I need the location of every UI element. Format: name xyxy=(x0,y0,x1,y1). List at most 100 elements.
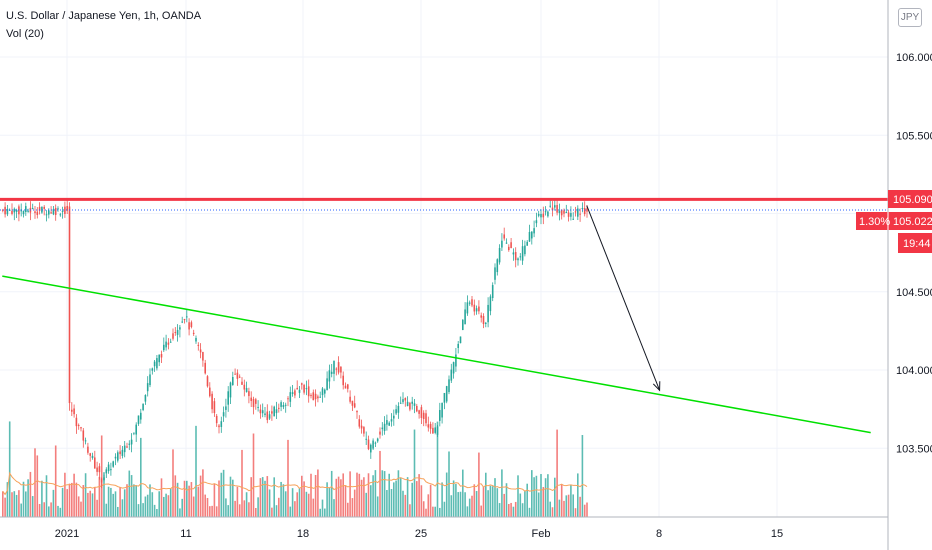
candle-body xyxy=(80,427,82,429)
candle-body xyxy=(452,362,455,374)
volume-bar xyxy=(160,478,163,517)
candle-body xyxy=(455,354,457,367)
volume-bar xyxy=(82,485,85,517)
candle-body xyxy=(471,299,473,306)
volume-bar xyxy=(533,477,535,517)
candle-body xyxy=(503,234,505,239)
candle-body xyxy=(457,343,459,348)
candle-body xyxy=(50,212,52,214)
volume-bar xyxy=(344,485,347,517)
candle-body xyxy=(533,228,535,234)
volume-bar xyxy=(547,474,549,517)
candle-body xyxy=(245,388,248,393)
candle-body xyxy=(324,389,326,394)
candle-body xyxy=(11,210,13,214)
volume-bar xyxy=(259,478,262,517)
volume-bar xyxy=(427,494,430,517)
candle-body xyxy=(227,391,229,405)
time-axis[interactable]: 2021 11 18 25 Feb 8 15 xyxy=(55,528,783,540)
volume-bar xyxy=(549,501,551,517)
candle-body xyxy=(94,457,96,469)
candle-body xyxy=(284,404,287,406)
candle-body xyxy=(71,409,73,412)
volume-bar xyxy=(112,493,114,517)
volume-bar xyxy=(71,482,73,517)
volume-bar xyxy=(342,473,344,517)
volume-bar xyxy=(314,474,317,517)
candle-body xyxy=(25,206,27,213)
candle-body xyxy=(326,378,328,391)
candle-body xyxy=(241,381,243,385)
volume-bar xyxy=(236,486,239,517)
candle-body xyxy=(305,388,308,390)
volume-bar xyxy=(425,508,427,517)
volume-bar xyxy=(482,486,485,517)
candle-body xyxy=(360,425,363,429)
candle-body xyxy=(117,452,119,461)
candle-body xyxy=(462,319,464,331)
candle-body xyxy=(179,327,181,330)
candle-body xyxy=(160,354,163,358)
volume-bar xyxy=(383,471,386,517)
candle-body xyxy=(487,304,489,323)
candle-body xyxy=(376,438,379,442)
volume-bar xyxy=(531,470,533,517)
volume-bar xyxy=(503,493,505,517)
green-trendline[interactable] xyxy=(2,275,871,434)
candle-body xyxy=(6,208,9,215)
volume-bar xyxy=(103,472,105,517)
candle-body xyxy=(36,211,39,215)
volume-bar xyxy=(126,484,128,517)
volume-bar xyxy=(298,488,301,517)
volume-bar xyxy=(248,502,250,517)
volume-bar xyxy=(429,484,432,517)
candle-body xyxy=(176,329,179,335)
volume-bar xyxy=(420,485,423,517)
price-tick-label: 106.000 xyxy=(896,52,932,64)
volume-bar xyxy=(498,503,501,517)
candle-body xyxy=(388,422,390,426)
price-axis[interactable]: 106.000 105.500 104.500 104.000 103.500 xyxy=(896,52,932,455)
candle-body xyxy=(2,209,4,211)
candle-body xyxy=(255,399,257,404)
candle-body xyxy=(195,337,197,342)
projection-arrow[interactable] xyxy=(586,205,661,392)
volume-indicator-label[interactable]: Vol (20) xyxy=(6,28,44,40)
candle-body xyxy=(344,385,347,389)
candle-body xyxy=(174,331,177,333)
volume-bar xyxy=(204,494,206,517)
volume-bar xyxy=(480,505,482,517)
volume-bar xyxy=(192,496,195,517)
candle-body xyxy=(282,405,285,408)
candle-body xyxy=(243,384,246,390)
candle-body xyxy=(190,322,193,327)
volume-bar xyxy=(418,474,420,517)
symbol-title[interactable]: U.S. Dollar / Japanese Yen, 1h, OANDA xyxy=(6,10,202,22)
candle-body xyxy=(531,231,533,239)
volume-bar xyxy=(22,481,25,517)
candle-body xyxy=(163,344,165,351)
candle-body xyxy=(43,206,45,209)
candle-body xyxy=(186,316,188,318)
candle-body xyxy=(335,368,338,370)
time-tick-label: Feb xyxy=(532,528,551,540)
candle-body xyxy=(114,456,117,459)
volume-bar xyxy=(521,503,524,517)
candle-body xyxy=(197,344,200,346)
candle-body xyxy=(565,212,568,214)
volume-bar xyxy=(25,491,27,517)
candle-body xyxy=(209,387,211,397)
volume-bar xyxy=(508,504,510,517)
volume-bar xyxy=(11,492,13,517)
volume-bar xyxy=(439,507,441,517)
volume-bar xyxy=(321,499,324,517)
volume-bar xyxy=(73,473,75,517)
candle-body xyxy=(82,430,85,441)
volume-bar xyxy=(195,425,197,517)
currency-button[interactable]: JPY xyxy=(898,8,922,27)
candle-body xyxy=(151,368,154,371)
candle-body xyxy=(271,411,273,414)
volume-bar xyxy=(289,506,292,517)
volume-bar xyxy=(197,486,200,517)
